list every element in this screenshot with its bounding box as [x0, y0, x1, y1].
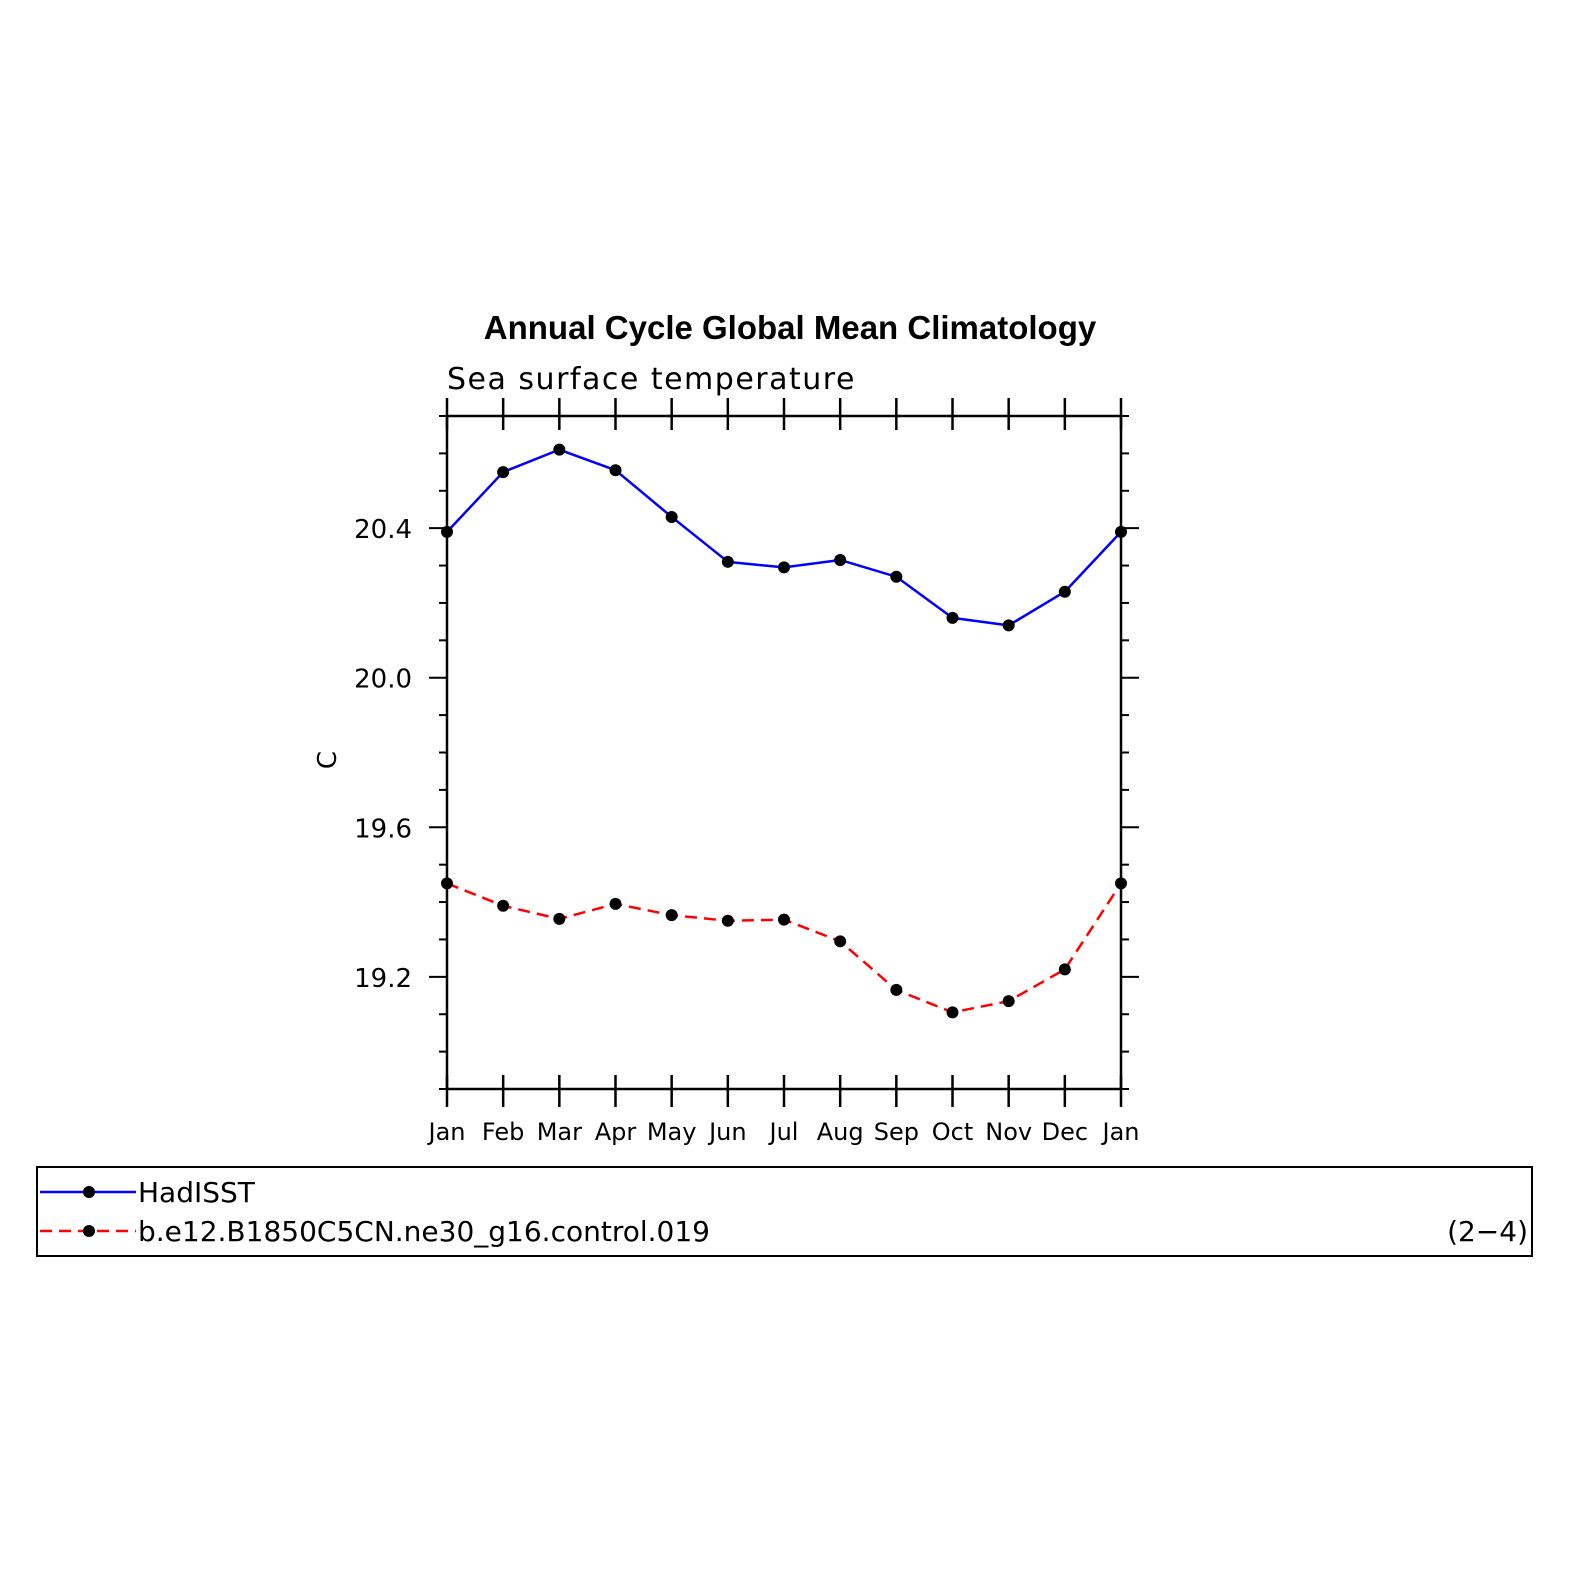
- x-tick-label: Feb: [482, 1118, 525, 1146]
- series-layer: [441, 443, 1127, 1019]
- x-ticks: Jan Feb Mar Apr May Jun Jul Aug Sep Oct Nov Dec Jan: [427, 398, 1140, 1146]
- series-0-point: [1115, 525, 1127, 538]
- series-0-point: [441, 525, 453, 538]
- series-1-point: [665, 909, 678, 922]
- x-tick-label: Jan: [427, 1118, 466, 1146]
- x-tick-label: Mar: [537, 1118, 582, 1146]
- y-ticks: 19.2 19.6 20.0 20.4: [354, 415, 1139, 1090]
- legend-label-hadisst: HadISST: [138, 1176, 256, 1209]
- series-1-point: [1002, 995, 1015, 1008]
- series-0-point: [609, 464, 622, 477]
- legend-marker-model: [83, 1225, 95, 1237]
- series-0-point: [1058, 585, 1071, 598]
- series-1-point: [1058, 963, 1071, 976]
- y-tick-label: 20.0: [354, 665, 412, 695]
- x-tick-label: Sep: [874, 1118, 919, 1146]
- series-0-point: [890, 570, 903, 583]
- series-1-point: [609, 897, 622, 910]
- x-tick-label: Jan: [1101, 1118, 1140, 1146]
- x-tick-label: Oct: [932, 1118, 974, 1146]
- series-0-point: [1002, 619, 1015, 632]
- plot-frame: [445, 414, 1123, 1091]
- x-tick-label: Jul: [768, 1118, 799, 1146]
- series-0-point: [665, 510, 678, 523]
- series-0-point: [721, 555, 734, 568]
- x-tick-label: May: [647, 1118, 697, 1146]
- series-line-0: [446, 448, 1122, 627]
- series-0-point: [946, 611, 959, 624]
- series-0-point: [553, 443, 566, 456]
- legend-label-model: b.e12.B1850C5CN.ne30_g16.control.019: [138, 1215, 710, 1248]
- legend: HadISST b.e12.B1850C5CN.ne30_g16.control…: [36, 1166, 1533, 1257]
- series-1-point: [778, 913, 790, 926]
- series-line-1: [446, 882, 1123, 1014]
- x-tick-label: Apr: [595, 1118, 637, 1146]
- legend-box: [36, 1166, 1533, 1257]
- series-1-point: [441, 877, 453, 890]
- series-1-point: [553, 912, 566, 925]
- series-0-point: [834, 553, 847, 566]
- x-tick-label: Jun: [707, 1118, 747, 1146]
- plot-axes: [445, 414, 1123, 1091]
- x-tick-label: Nov: [985, 1118, 1032, 1146]
- y-tick-label: 19.2: [354, 964, 412, 994]
- legend-marker-hadisst: [83, 1186, 95, 1198]
- series-1-point: [497, 899, 510, 912]
- chart-subtitle: Sea surface temperature: [447, 362, 856, 397]
- series-0-point: [497, 466, 510, 479]
- x-tick-label: Dec: [1042, 1118, 1088, 1146]
- series-1-point: [721, 914, 734, 927]
- series-1-point: [946, 1006, 959, 1019]
- x-tick-label: Aug: [817, 1118, 864, 1146]
- chart-title: Annual Cycle Global Mean Climatology: [484, 309, 1097, 346]
- series-1-point: [890, 983, 903, 996]
- y-tick-label: 20.4: [354, 515, 412, 545]
- y-axis-label: C: [313, 751, 343, 769]
- series-1-point: [1115, 877, 1127, 890]
- series-0-point: [778, 561, 790, 574]
- series-1-point: [834, 935, 847, 948]
- y-tick-label: 19.6: [354, 814, 412, 844]
- panel-label: (2−4): [1447, 1215, 1528, 1248]
